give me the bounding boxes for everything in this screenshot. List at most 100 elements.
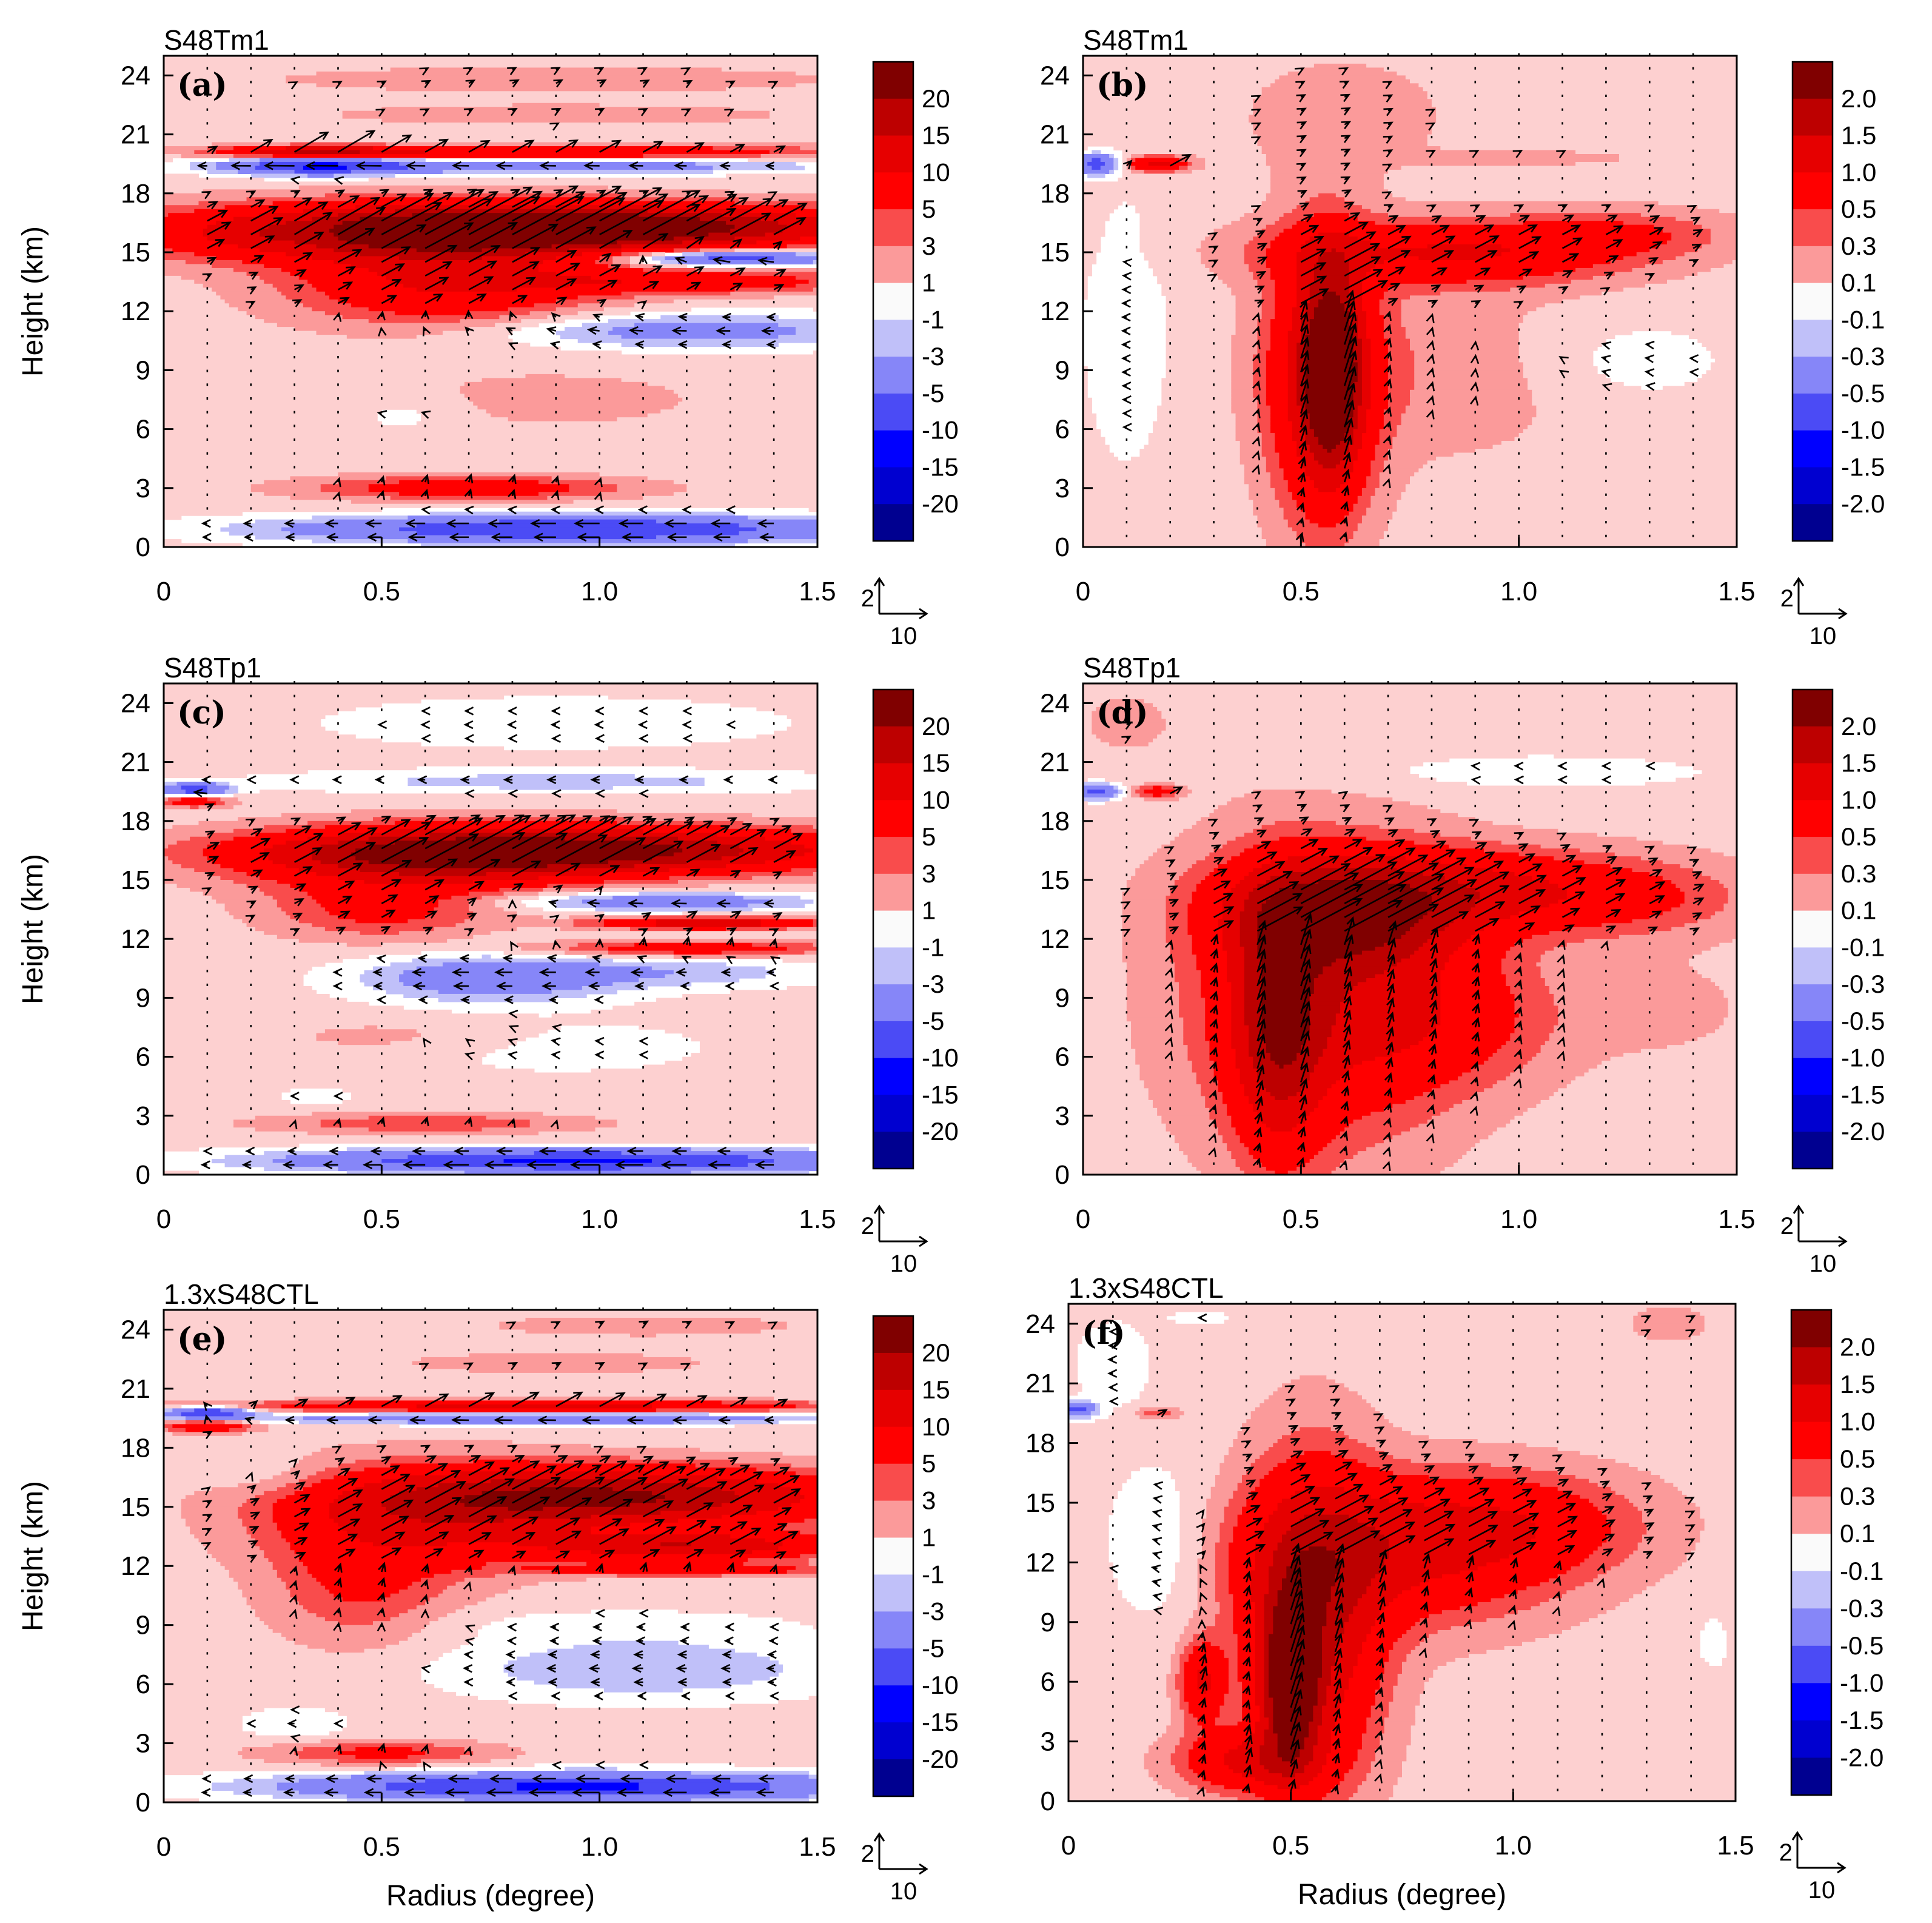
contour-cell xyxy=(1266,464,1280,469)
x-tick-label: 1.5 xyxy=(799,1204,836,1234)
contour-cell xyxy=(521,319,565,324)
contour-cell xyxy=(1397,256,1419,261)
contour-cell xyxy=(1083,746,1737,751)
contour-cell xyxy=(1514,437,1737,441)
contour-cell xyxy=(1131,1041,1184,1045)
contour-cell xyxy=(1253,1155,1315,1160)
contour-cell xyxy=(1122,797,1145,802)
contour-cell xyxy=(1249,240,1271,245)
contour-cell xyxy=(1166,370,1232,375)
contour-cell xyxy=(1205,1013,1232,1018)
contour-cell xyxy=(1440,998,1515,1002)
contour-cell xyxy=(1139,1069,1193,1073)
contour-cell xyxy=(1431,126,1737,131)
contour-cell xyxy=(1427,134,1737,139)
wind-vector xyxy=(1122,159,1133,170)
contour-cell xyxy=(1388,338,1410,343)
contour-cell xyxy=(1361,370,1371,375)
wind-vector xyxy=(638,108,648,116)
contour-cell xyxy=(704,252,796,257)
contour-cell xyxy=(1139,1076,1197,1081)
contour-cell xyxy=(1231,1151,1249,1156)
contour-cell xyxy=(1580,295,1737,300)
contour-cell xyxy=(1126,158,1132,163)
contour-cell xyxy=(416,287,517,292)
contour-cell xyxy=(1693,221,1737,226)
contour-cell xyxy=(250,488,321,492)
contour-cell xyxy=(1144,797,1179,802)
wind-vector xyxy=(555,197,626,235)
contour-cell xyxy=(164,102,513,107)
contour-cell xyxy=(1083,1112,1158,1116)
contour-cell xyxy=(1122,950,1171,955)
contour-cell xyxy=(1536,307,1737,312)
wind-vector xyxy=(1387,298,1399,306)
contour-cell xyxy=(164,1143,300,1148)
contour-cell xyxy=(517,287,736,292)
wind-vector xyxy=(332,775,342,785)
contour-cell xyxy=(656,998,818,1002)
contour-cell xyxy=(1379,484,1406,489)
contour-cell xyxy=(1139,793,1153,798)
contour-cell xyxy=(1083,1092,1149,1096)
contour-cell xyxy=(1357,449,1376,454)
contour-cell xyxy=(1618,154,1737,159)
wind-vector xyxy=(639,190,649,198)
contour-cell xyxy=(1083,1009,1127,1014)
contour-cell xyxy=(1139,232,1210,237)
contour-cell xyxy=(168,844,208,849)
contour-cell xyxy=(1113,166,1119,170)
contour-cell xyxy=(1309,299,1319,304)
contour-cell xyxy=(1383,327,1406,332)
wind-vector xyxy=(682,734,693,743)
contour-cell xyxy=(1292,527,1358,532)
wind-vector xyxy=(1387,266,1406,277)
contour-cell xyxy=(164,389,461,394)
wind-vector xyxy=(1296,517,1305,528)
wind-vector xyxy=(507,505,517,515)
contour-cell xyxy=(1405,331,1520,335)
contour-cell xyxy=(1239,441,1263,446)
contour-cell xyxy=(1453,452,1737,457)
contour-cell xyxy=(286,79,818,84)
contour-cell xyxy=(1122,919,1167,924)
wind-vector xyxy=(1341,485,1350,497)
contour-cell xyxy=(1187,1155,1232,1160)
colorbar-label: -3 xyxy=(922,970,944,998)
contour-cell xyxy=(1514,872,1650,877)
contour-cell xyxy=(621,248,674,253)
contour-cell xyxy=(1235,421,1258,426)
contour-cell xyxy=(164,205,226,210)
wind-vector xyxy=(333,1092,343,1101)
contour-cell xyxy=(647,209,748,213)
contour-cell xyxy=(1109,154,1114,159)
contour-cell xyxy=(360,978,400,983)
contour-cell xyxy=(1244,950,1258,955)
contour-cell xyxy=(1357,425,1367,430)
contour-cell xyxy=(1728,899,1737,904)
contour-cell xyxy=(491,413,648,418)
contour-cell xyxy=(656,519,818,524)
contour-cell xyxy=(1083,366,1088,371)
contour-cell xyxy=(1479,895,1568,900)
contour-cell xyxy=(1083,719,1092,723)
contour-cell xyxy=(1719,880,1737,885)
contour-cell xyxy=(1723,990,1737,995)
contour-cell xyxy=(1157,848,1215,853)
contour-cell xyxy=(1292,315,1306,320)
contour-cell xyxy=(1532,394,1737,398)
contour-cell xyxy=(1257,346,1271,351)
contour-cell xyxy=(233,793,818,798)
contour-cell xyxy=(1318,1099,1406,1104)
contour-cell xyxy=(1083,291,1088,296)
colorbar-label: 1.0 xyxy=(1841,158,1876,186)
contour-cell xyxy=(1532,417,1737,422)
contour-cell xyxy=(1083,919,1123,924)
contour-cell xyxy=(377,272,557,277)
wind-vector xyxy=(1207,232,1218,241)
contour-cell xyxy=(172,825,264,830)
contour-cell xyxy=(1083,460,1241,465)
contour-cell xyxy=(286,252,360,257)
contour-cell xyxy=(1231,394,1253,398)
wind-vector xyxy=(1121,395,1132,404)
